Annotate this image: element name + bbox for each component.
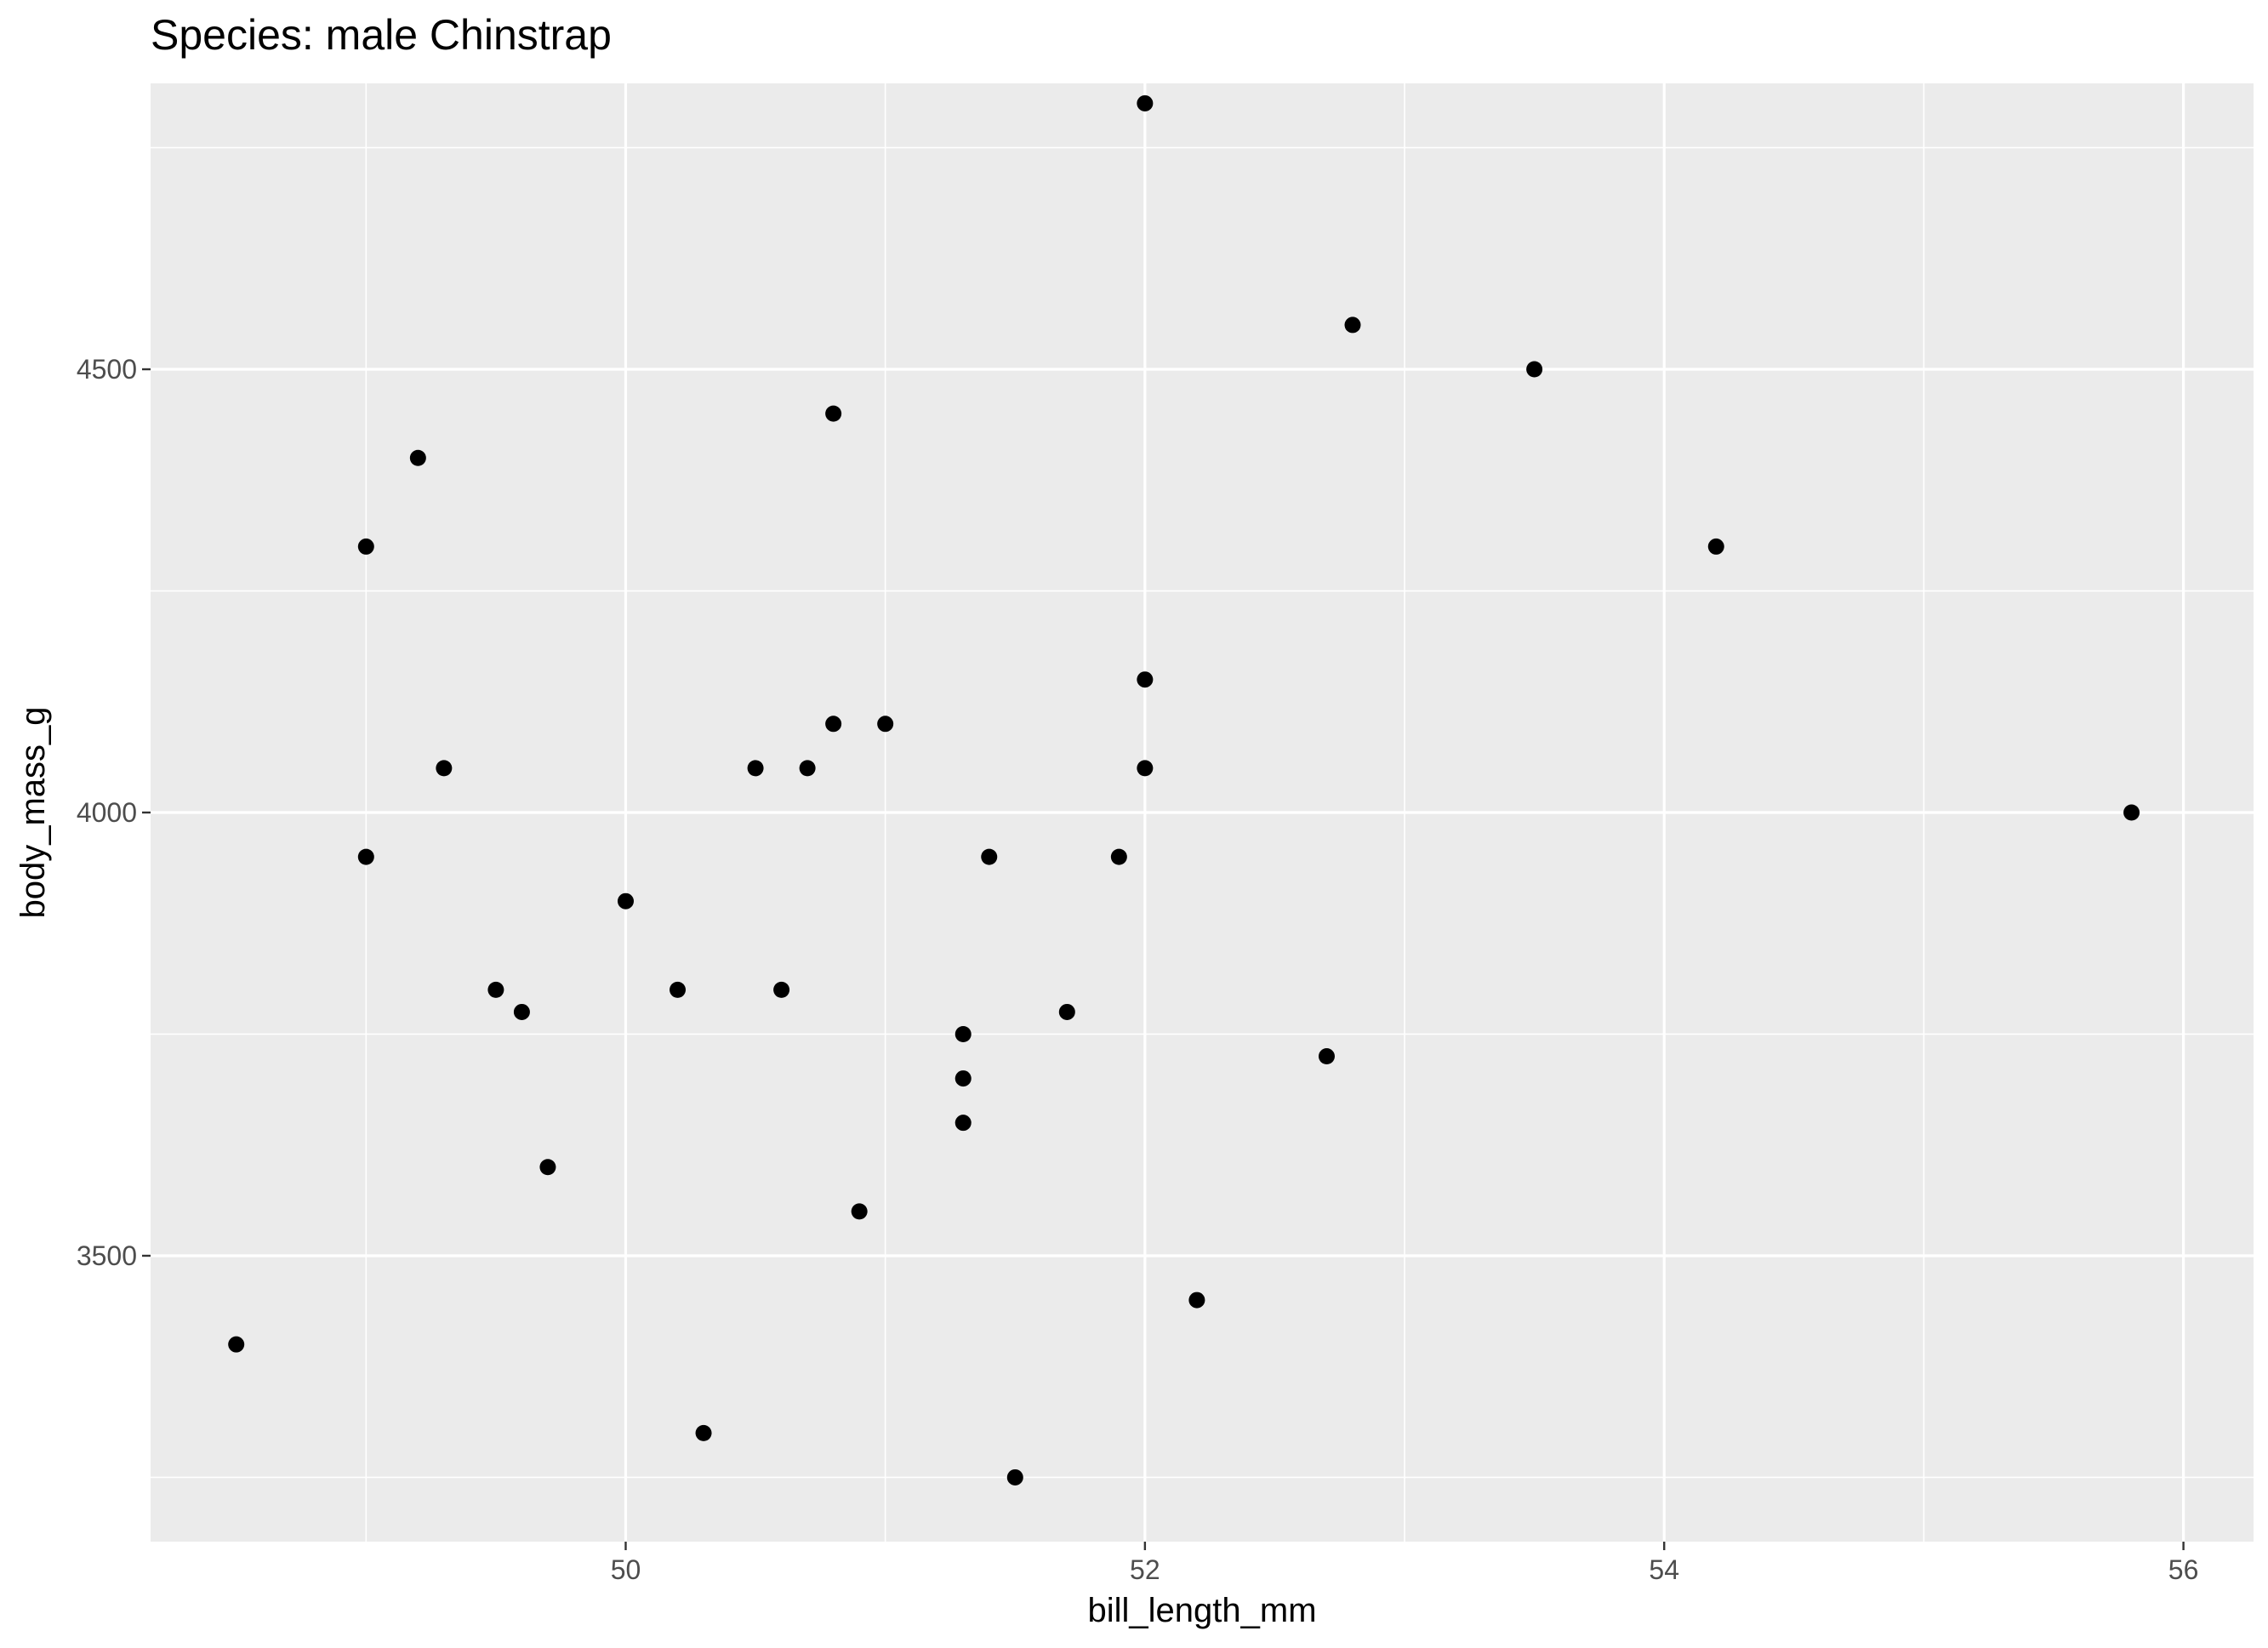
data-point bbox=[357, 848, 374, 865]
data-point bbox=[1344, 316, 1361, 334]
chart-title: Species: male Chinstrap bbox=[151, 11, 612, 59]
data-point bbox=[1058, 1003, 1075, 1020]
y-tick-label: 4500 bbox=[77, 354, 137, 385]
x-tick-label: 50 bbox=[611, 1554, 641, 1585]
data-point bbox=[1006, 1468, 1023, 1485]
y-tick-label: 3500 bbox=[77, 1240, 137, 1271]
data-point bbox=[228, 1336, 245, 1353]
data-point bbox=[1137, 94, 1154, 111]
data-point bbox=[877, 716, 894, 733]
data-point bbox=[825, 405, 842, 422]
x-axis-title: bill_length_mm bbox=[1087, 1592, 1316, 1629]
data-point bbox=[487, 981, 504, 998]
data-point bbox=[954, 1115, 972, 1132]
data-point bbox=[2123, 804, 2140, 821]
data-point bbox=[954, 1025, 972, 1042]
data-point bbox=[617, 892, 634, 910]
data-points bbox=[228, 94, 2140, 1485]
x-tick-label: 52 bbox=[1130, 1554, 1160, 1585]
y-tick-label: 4000 bbox=[77, 797, 137, 828]
data-point bbox=[357, 538, 374, 555]
data-point bbox=[539, 1159, 556, 1176]
x-tick-label: 54 bbox=[1649, 1554, 1679, 1585]
data-point bbox=[1110, 848, 1127, 865]
data-point bbox=[825, 716, 842, 733]
data-point bbox=[747, 760, 764, 777]
data-point bbox=[1707, 538, 1724, 555]
major-gridlines bbox=[151, 83, 2254, 1542]
data-point bbox=[1188, 1292, 1205, 1309]
data-point bbox=[436, 760, 453, 777]
data-point bbox=[1137, 671, 1154, 688]
data-point bbox=[1137, 760, 1154, 777]
data-point bbox=[954, 1070, 972, 1087]
data-point bbox=[695, 1424, 712, 1441]
data-point bbox=[1318, 1048, 1335, 1065]
data-point bbox=[670, 981, 687, 998]
data-point bbox=[851, 1203, 868, 1220]
x-tick-label: 56 bbox=[2168, 1554, 2199, 1585]
data-point bbox=[1526, 361, 1543, 378]
data-point bbox=[799, 760, 816, 777]
data-point bbox=[409, 449, 426, 466]
y-axis: 3500 4000 4500 bbox=[77, 354, 151, 1271]
y-axis-title: body_mass_g bbox=[14, 706, 52, 918]
data-point bbox=[513, 1003, 530, 1020]
data-point bbox=[981, 848, 998, 865]
x-axis: 50 52 54 56 bbox=[611, 1542, 2199, 1585]
data-point bbox=[773, 981, 790, 998]
